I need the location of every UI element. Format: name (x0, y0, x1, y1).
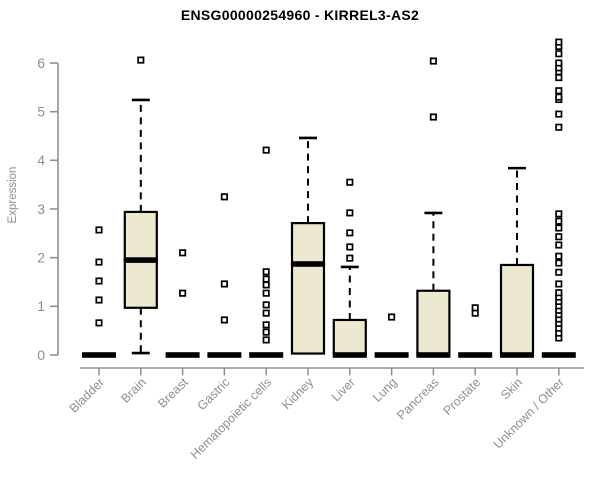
iqr-box-liver (332, 318, 367, 357)
outlier-liver-2 (346, 229, 354, 237)
median-kidney (291, 261, 325, 267)
outlier-liver-1 (346, 243, 354, 251)
boxplot-skin (499, 166, 535, 358)
outlier-gastric-0 (220, 316, 228, 324)
outlier-hematopoietic-cells-5 (262, 289, 270, 297)
outlier-unknown-other-24 (555, 87, 563, 95)
y-tick-label-2: 2 (37, 250, 45, 266)
outlier-breast-1 (179, 249, 187, 257)
y-tick-label-3: 3 (37, 201, 45, 217)
outlier-unknown-other-19 (555, 210, 563, 218)
outlier-unknown-other-28 (555, 59, 563, 67)
outlier-gastric-2 (220, 193, 228, 201)
outlier-unknown-other-11 (555, 280, 563, 288)
iqr-box-kidney (290, 222, 326, 355)
boxplot-hematopoietic-cells (249, 146, 284, 358)
outlier-prostate-1 (471, 304, 479, 312)
y-tick-label-6: 6 (37, 55, 45, 71)
outlier-hematopoietic-cells-6 (262, 281, 270, 289)
outlier-hematopoietic-cells-9 (262, 146, 270, 154)
outlier-bladder-3 (95, 258, 103, 266)
x-axis-label-skin: Skin (498, 375, 525, 402)
x-axis-label-bladder: Bladder (67, 375, 107, 415)
x-axis-label-hematopoietic-cells: Hematopoietic cells (188, 375, 275, 462)
outlier-pancreas-1 (429, 57, 437, 65)
boxplot-unknown-other (541, 38, 576, 358)
outlier-hematopoietic-cells-2 (262, 321, 270, 329)
outlier-hematopoietic-cells-7 (262, 275, 270, 283)
x-axis-label-unknown-other: Unknown / Other (491, 375, 567, 451)
outlier-brain-0 (137, 56, 145, 64)
outlier-lung-0 (388, 313, 396, 321)
iqr-box-skin (499, 263, 535, 357)
median-liver (332, 352, 367, 358)
median-lung (374, 352, 409, 358)
boxplot-breast (165, 249, 200, 358)
y-tick-label-1: 1 (37, 298, 45, 314)
outlier-unknown-other-21 (555, 110, 563, 118)
outlier-unknown-other-25 (555, 74, 563, 82)
boxplot-brain (123, 56, 158, 355)
outlier-unknown-other-13 (555, 259, 563, 267)
outlier-unknown-other-12 (555, 268, 563, 276)
x-axis-label-gastric: Gastric (195, 375, 233, 413)
outlier-hematopoietic-cells-3 (262, 309, 270, 317)
outlier-unknown-other-23 (555, 93, 563, 101)
boxplot-kidney (290, 136, 326, 355)
median-bladder (82, 352, 116, 358)
x-axis-label-prostate: Prostate (440, 375, 483, 418)
median-hematopoietic-cells (249, 352, 284, 358)
x-axis-label-kidney: Kidney (279, 375, 316, 412)
outlier-unknown-other-20 (555, 123, 563, 131)
median-skin (500, 352, 534, 358)
x-axis-label-breast: Breast (155, 375, 191, 411)
outlier-pancreas-0 (429, 113, 437, 121)
y-tick-label-4: 4 (37, 152, 45, 168)
median-gastric (207, 352, 242, 358)
y-tick-label-0: 0 (37, 347, 45, 363)
median-breast (165, 352, 200, 358)
outlier-hematopoietic-cells-8 (262, 268, 270, 276)
boxplot-pancreas (416, 57, 451, 358)
median-prostate (458, 352, 493, 358)
outlier-liver-4 (346, 178, 354, 186)
outlier-unknown-other-15 (555, 241, 563, 249)
median-brain (123, 257, 158, 263)
outlier-bladder-2 (95, 277, 103, 285)
x-axis-label-liver: Liver (329, 375, 358, 404)
outlier-unknown-other-31 (555, 38, 563, 46)
outlier-unknown-other-14 (555, 252, 563, 260)
boxplot-lung (374, 313, 409, 358)
outlier-liver-0 (346, 254, 354, 262)
outlier-liver-3 (346, 209, 354, 217)
outlier-hematopoietic-cells-0 (262, 336, 270, 344)
outlier-unknown-other-18 (555, 217, 563, 225)
outlier-unknown-other-17 (555, 224, 563, 232)
y-tick-label-5: 5 (37, 104, 45, 120)
chart-title: ENSG00000254960 - KIRREL3-AS2 (180, 7, 420, 23)
outlier-breast-0 (179, 289, 187, 297)
outlier-hematopoietic-cells-4 (262, 301, 270, 309)
outlier-gastric-1 (220, 280, 228, 288)
boxplot-prostate (458, 304, 493, 358)
outlier-bladder-4 (95, 226, 103, 234)
median-unknown-other (541, 352, 576, 358)
outlier-bladder-0 (95, 319, 103, 327)
boxplot-bladder (82, 226, 116, 358)
boxplot-gastric (207, 193, 242, 358)
outlier-unknown-other-29 (555, 50, 563, 58)
boxplot-liver (332, 178, 367, 358)
median-pancreas (416, 352, 451, 358)
x-axis-label-lung: Lung (370, 375, 400, 405)
x-axis-label-pancreas: Pancreas (394, 375, 441, 422)
outlier-unknown-other-16 (555, 233, 563, 241)
x-axis-label-brain: Brain (118, 375, 149, 406)
iqr-box-pancreas (416, 289, 451, 357)
outlier-hematopoietic-cells-1 (262, 328, 270, 336)
outlier-unknown-other-10 (555, 289, 563, 297)
outlier-bladder-1 (95, 296, 103, 304)
